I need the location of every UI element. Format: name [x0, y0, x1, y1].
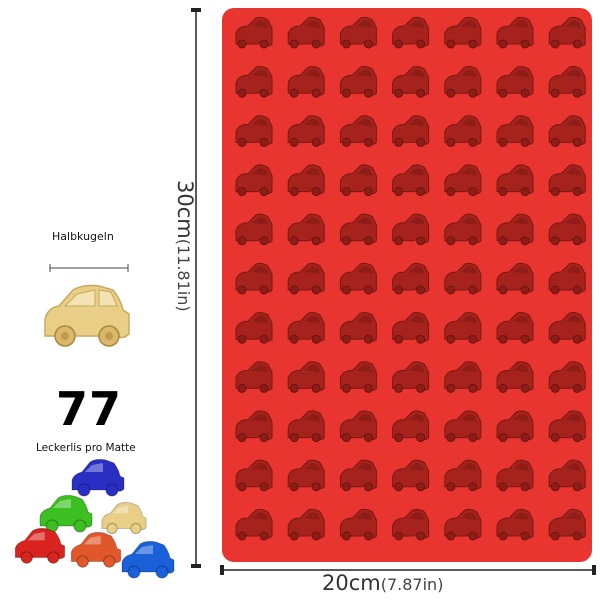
beige-car-icon [44, 284, 130, 347]
width-cm: 20cm [322, 571, 381, 595]
width-dimension-line [220, 565, 596, 575]
treat-count: 77 [56, 382, 123, 436]
blue-car-icon [71, 458, 125, 497]
green-car-icon [39, 494, 93, 533]
height-cm: 30cm [173, 180, 197, 239]
lightblue-car-icon [121, 540, 175, 579]
orange-car-icon [70, 531, 122, 568]
count-label: Leckerlis pro Matte [36, 442, 136, 454]
red-car-icon [14, 527, 66, 564]
sample-treats-group [14, 458, 175, 579]
height-dimension-line [191, 8, 201, 568]
shape-label: Halbkugeln [52, 230, 114, 243]
width-label: 20cm(7.87in) [322, 571, 443, 595]
height-label: 30cm(11.81in) [173, 180, 197, 312]
width-in: (7.87in) [380, 575, 444, 594]
height-in: (11.81in) [174, 238, 193, 312]
beige-car-icon [101, 502, 147, 535]
